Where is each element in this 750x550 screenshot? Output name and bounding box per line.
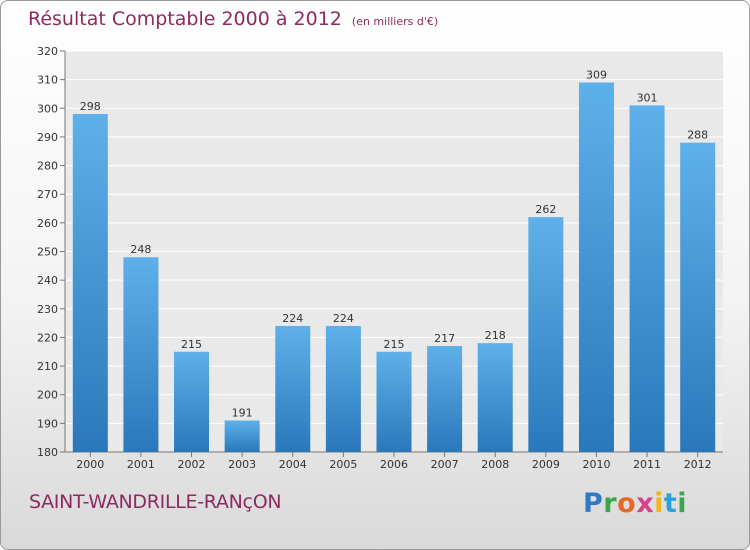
- bar-value-label: 191: [232, 406, 253, 419]
- labels: 180 190 200 210 220 230 240 250 260 270 280 290 300 3…: [37, 45, 712, 471]
- chart-title-text: Résultat Comptable 2000 à 2012: [28, 8, 342, 30]
- x-tick-label: 2008: [481, 458, 509, 471]
- chart-unit: (en milliers d'€): [351, 15, 439, 28]
- bar-value-label: 224: [333, 312, 354, 325]
- bar-2006: [376, 351, 412, 452]
- bar-value-label: 288: [687, 129, 708, 142]
- y-tick-label: 190: [37, 417, 58, 430]
- x-tick-label: 2006: [380, 458, 408, 471]
- y-tick-label: 300: [37, 102, 58, 115]
- x-tick-label: 2000: [76, 458, 104, 471]
- y-tick-label: 320: [37, 45, 58, 58]
- bar-value-label: 298: [80, 100, 101, 113]
- bar-value-label: 301: [637, 91, 658, 104]
- y-tick-label: 270: [37, 188, 58, 201]
- x-tick-label: 2001: [127, 458, 155, 471]
- y-tick-label: 250: [37, 246, 58, 259]
- bar-value-label: 224: [282, 312, 303, 325]
- commune-name: SAINT-WANDRILLE-RANçON: [29, 491, 282, 513]
- bar-value-label: 309: [586, 69, 607, 82]
- bar-2001: [123, 257, 159, 452]
- x-tick-label: 2009: [532, 458, 560, 471]
- y-tick-label: 280: [37, 160, 58, 173]
- x-tick-label: 2007: [431, 458, 459, 471]
- bar-value-label: 218: [485, 329, 506, 342]
- x-tick-label: 2005: [329, 458, 357, 471]
- x-tick-label: 2012: [684, 458, 712, 471]
- bar-value-label: 248: [130, 243, 151, 256]
- chart-title: Résultat Comptable 2000 à 2012 (en millie…: [28, 8, 438, 30]
- y-tick-label: 180: [37, 446, 58, 459]
- bar-value-label: 217: [434, 332, 455, 345]
- proxiti-logo: Proxiti: [583, 488, 688, 519]
- x-tick-label: 2003: [228, 458, 256, 471]
- y-tick-label: 310: [37, 74, 58, 87]
- y-tick-label: 230: [37, 303, 58, 316]
- x-tick-label: 2011: [633, 458, 661, 471]
- y-tick-label: 290: [37, 131, 58, 144]
- bar-2008: [477, 343, 513, 452]
- y-tick-label: 220: [37, 331, 58, 344]
- bar-value-label: 215: [181, 338, 202, 351]
- bars: [72, 82, 716, 453]
- bar-2009: [528, 217, 564, 452]
- bar-2010: [578, 82, 614, 452]
- y-tick-label: 240: [37, 274, 58, 287]
- bar-value-label: 262: [535, 203, 556, 216]
- x-tick-label: 2004: [279, 458, 307, 471]
- y-tick-label: 260: [37, 217, 58, 230]
- bar-2005: [325, 325, 361, 452]
- bar-2011: [629, 105, 665, 453]
- bar-2004: [275, 325, 311, 452]
- y-tick-label: 200: [37, 389, 58, 402]
- bar-2003: [224, 420, 260, 452]
- bar-2000: [72, 114, 108, 452]
- bar-2002: [174, 351, 210, 452]
- x-tick-label: 2010: [582, 458, 610, 471]
- y-tick-label: 210: [37, 360, 58, 373]
- bar-2012: [680, 142, 716, 452]
- x-tick-label: 2002: [178, 458, 206, 471]
- bar-value-label: 215: [384, 338, 405, 351]
- bar-2007: [427, 346, 463, 452]
